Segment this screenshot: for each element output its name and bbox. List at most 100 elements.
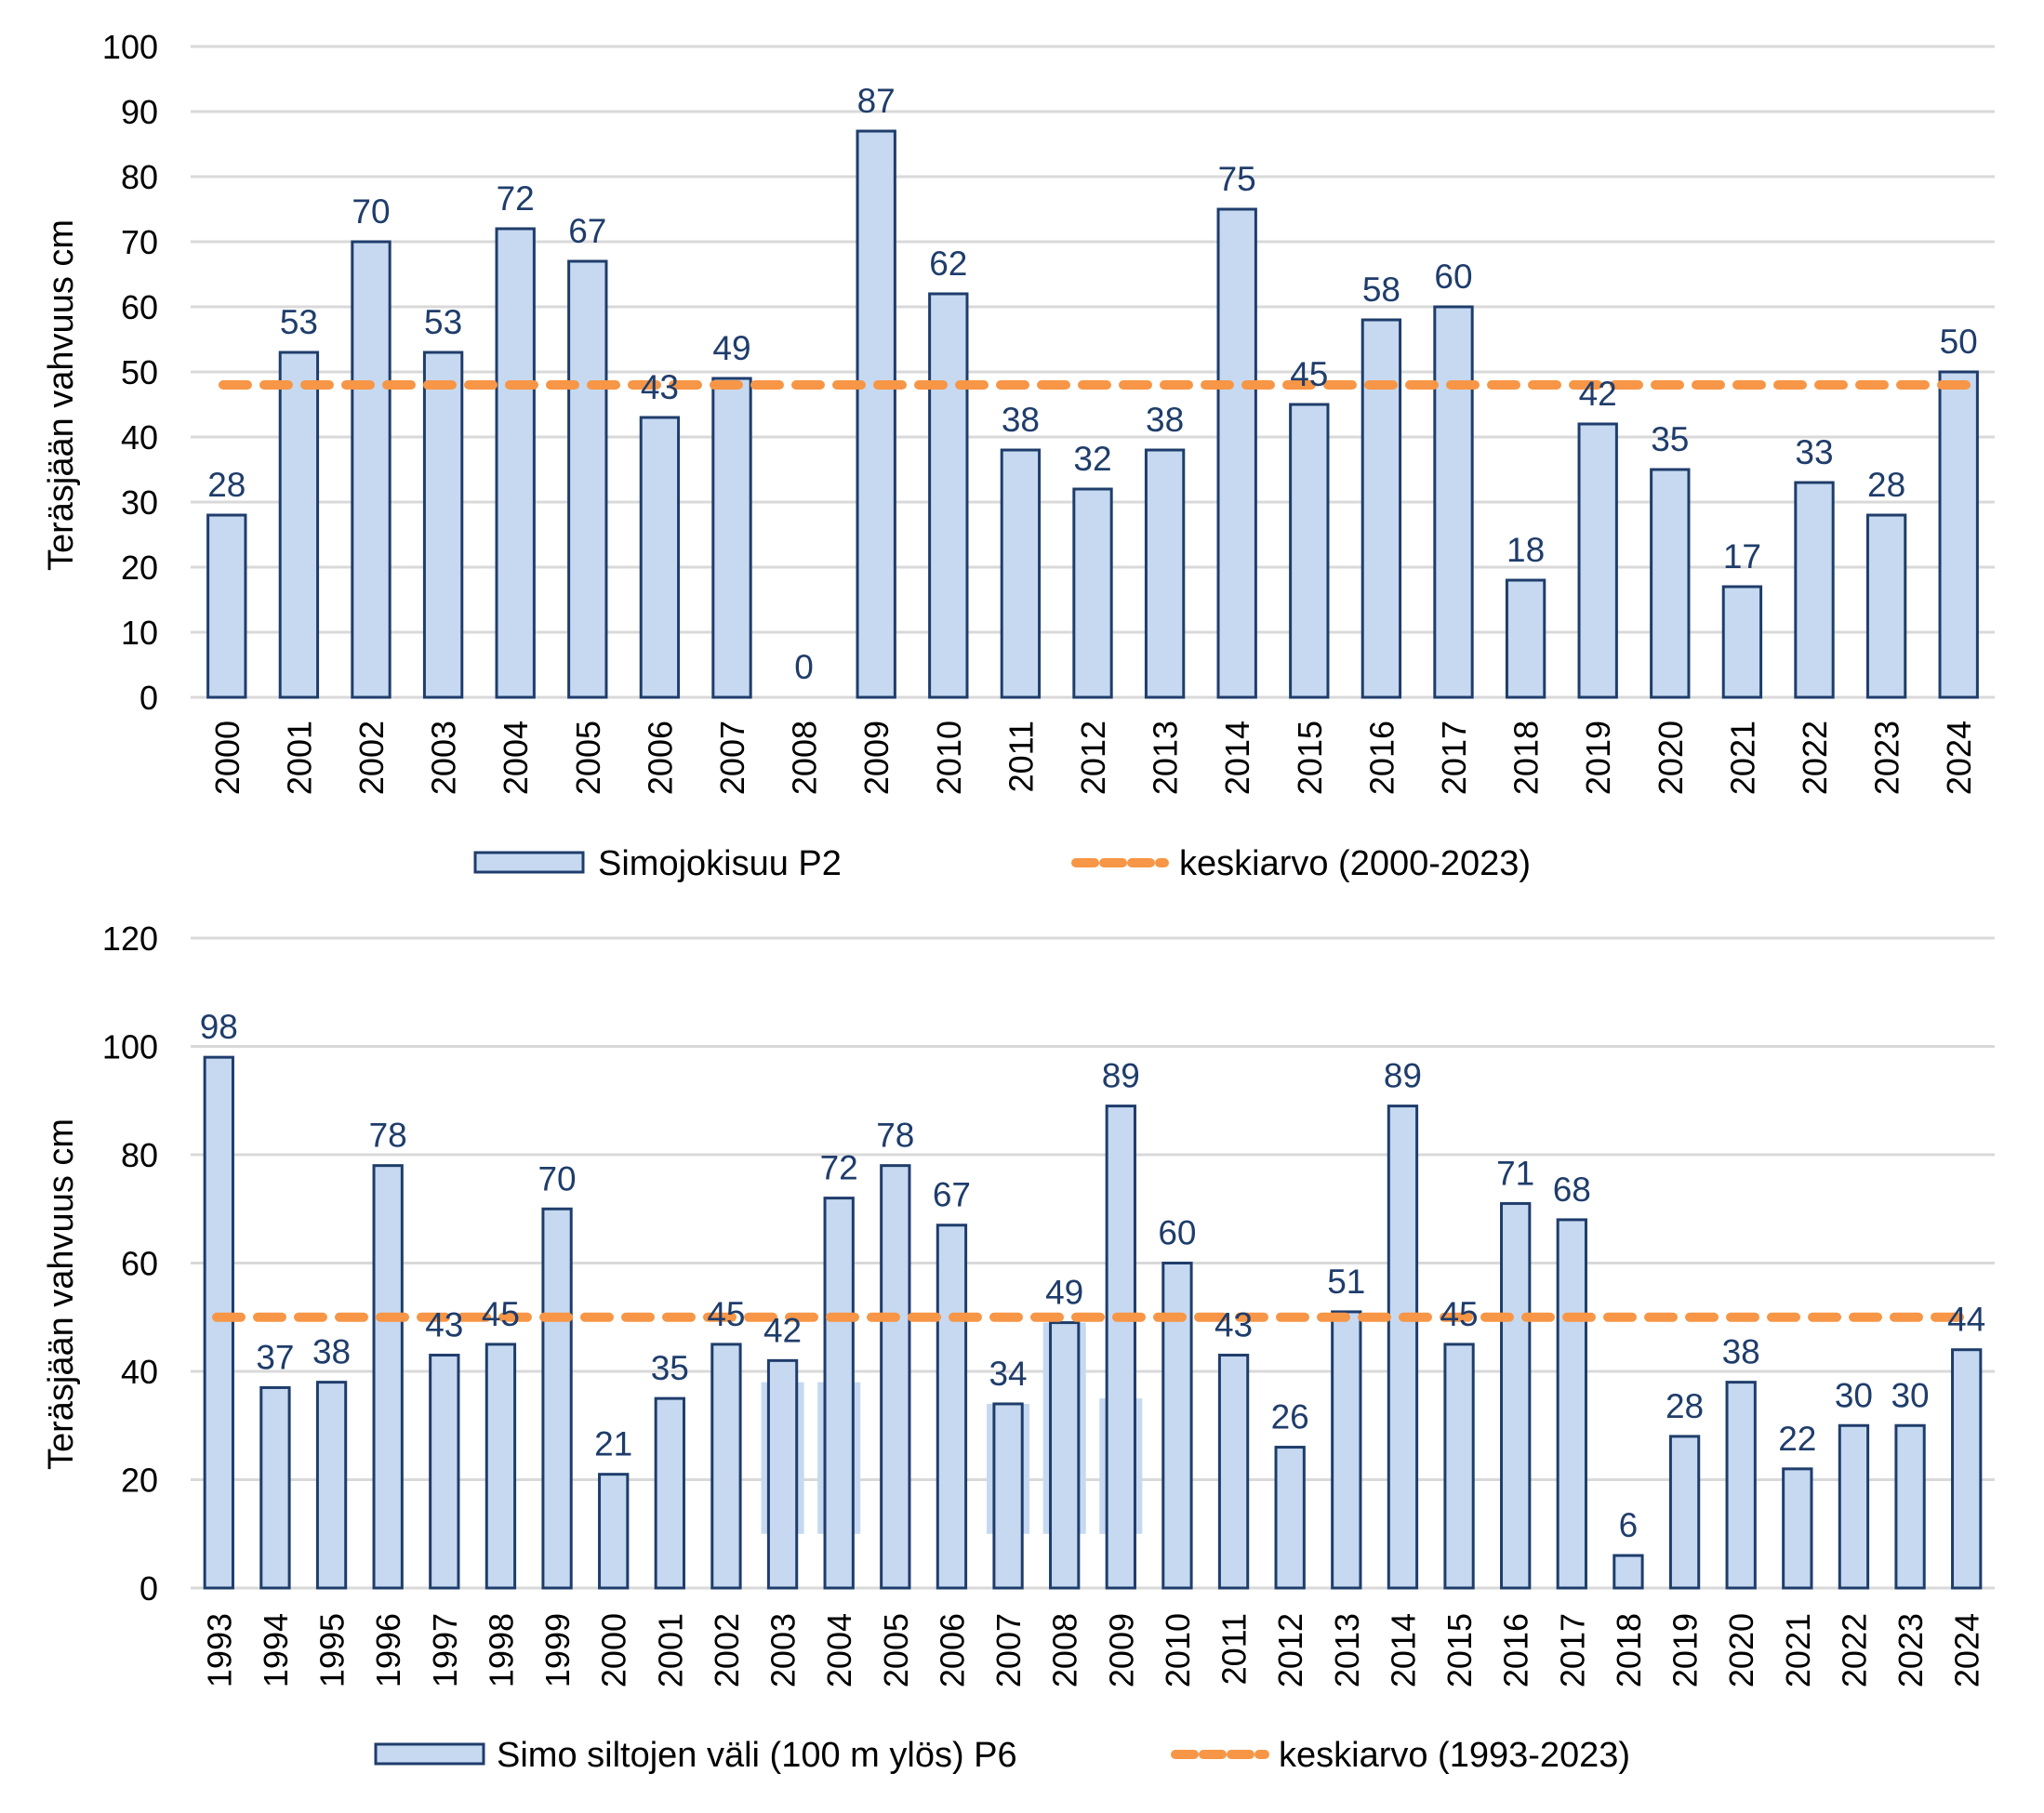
data-label-2018: 6 [1619, 1506, 1639, 1544]
x-tick-label: 2005 [569, 721, 607, 795]
data-label-2005: 67 [568, 212, 606, 250]
x-tick-label: 2009 [1102, 1613, 1140, 1687]
legend: Simojokisuu P2 keskiarvo (2000-2023) [473, 844, 1531, 883]
data-label-1999: 70 [538, 1159, 576, 1198]
bar-2009 [1105, 1105, 1136, 1590]
bar-2019 [1668, 1435, 1701, 1590]
y-tick-label: 30 [121, 483, 158, 522]
y-axis-ticks: 0 10 20 30 40 50 60 70 80 90 100 [102, 28, 158, 717]
data-label-2015: 45 [1440, 1295, 1478, 1333]
data-label-2002: 45 [707, 1295, 745, 1333]
data-label-2012: 32 [1073, 440, 1111, 478]
x-tick-label: 2008 [786, 721, 824, 795]
bar-2024 [1938, 370, 1979, 699]
bar-2003 [422, 351, 464, 699]
x-tick-label: 2019 [1579, 721, 1617, 795]
x-tick-label: 2018 [1610, 1613, 1648, 1687]
data-label-2004: 72 [497, 179, 535, 218]
bar-2019 [1577, 422, 1618, 699]
bar-2005 [567, 259, 608, 699]
bar-2000 [598, 1473, 630, 1590]
bars [203, 1055, 1983, 1590]
bar-1997 [429, 1354, 460, 1590]
bar-2016 [1360, 318, 1402, 699]
x-tick-label: 2011 [1215, 1613, 1254, 1685]
x-tick-label: 2020 [1652, 721, 1690, 795]
x-tick-label: 2015 [1291, 721, 1329, 795]
data-label-2011: 38 [1002, 401, 1040, 439]
data-label-2022: 33 [1795, 433, 1833, 471]
bar-2006 [936, 1224, 968, 1590]
bars [206, 129, 1979, 699]
data-label-2013: 38 [1146, 401, 1184, 439]
x-tick-label: 2014 [1218, 721, 1256, 795]
x-tick-label: 2016 [1497, 1613, 1535, 1687]
x-tick-label: 2020 [1722, 1613, 1760, 1687]
x-tick-label: 2021 [1723, 721, 1761, 795]
x-tick-label: 2018 [1507, 721, 1546, 795]
x-tick-label: 1994 [257, 1613, 295, 1687]
x-tick-label: 2001 [280, 721, 318, 795]
x-tick-label: 1996 [369, 1613, 407, 1687]
bar-1994 [259, 1385, 291, 1590]
data-label-2004: 72 [820, 1149, 858, 1187]
legend-swatch-bar [374, 1742, 485, 1766]
bar-2010 [928, 292, 969, 699]
legend-label-series: Simojokisuu P2 [598, 844, 842, 883]
x-axis-ticks: 2000 2001 2002 2003 2004 2005 2006 2007 2008 2009… [208, 721, 1978, 795]
x-tick-label: 2002 [708, 1613, 746, 1687]
data-label-2001: 35 [651, 1349, 689, 1387]
data-label-2021: 17 [1723, 537, 1761, 576]
x-tick-label: 2003 [764, 1613, 803, 1687]
data-label-1996: 78 [369, 1117, 407, 1155]
x-tick-label: 2010 [1159, 1613, 1197, 1687]
data-label-2006: 43 [641, 368, 679, 406]
data-label-2001: 53 [280, 303, 318, 341]
x-tick-label: 2014 [1384, 1613, 1422, 1687]
data-label-2005: 78 [876, 1117, 914, 1155]
x-tick-label: 2003 [425, 721, 463, 795]
legend-label-average: keskiarvo (2000-2023) [1179, 844, 1531, 883]
x-tick-label: 2023 [1868, 721, 1906, 795]
x-tick-label: 2017 [1435, 721, 1473, 795]
bar-2021 [1782, 1467, 1813, 1590]
x-tick-label: 2008 [1046, 1613, 1084, 1687]
bar-2004 [495, 227, 536, 699]
y-tick-label: 60 [121, 288, 158, 326]
data-label-2000: 21 [594, 1425, 632, 1463]
legend-label-average: keskiarvo (1993-2023) [1279, 1736, 1630, 1775]
bar-2017 [1433, 305, 1474, 699]
y-tick-label: 90 [121, 93, 158, 131]
x-tick-label: 2009 [857, 721, 896, 795]
data-label-2012: 26 [1271, 1398, 1309, 1436]
x-tick-label: 2004 [497, 721, 535, 795]
bar-2015 [1443, 1343, 1475, 1590]
bar-2007 [711, 377, 752, 699]
y-tick-label: 20 [121, 1462, 158, 1500]
x-tick-label: 1995 [313, 1613, 352, 1687]
bar-1995 [315, 1381, 348, 1590]
bar-2013 [1331, 1310, 1362, 1590]
data-label-2019: 28 [1666, 1387, 1704, 1425]
bar-2023 [1865, 513, 1907, 699]
bar-2012 [1274, 1446, 1306, 1590]
x-tick-label: 2017 [1553, 1613, 1591, 1687]
data-label-2002: 70 [352, 192, 390, 231]
bar-1996 [372, 1164, 404, 1590]
data-label-2022: 30 [1835, 1376, 1873, 1414]
y-tick-label: 80 [121, 1136, 158, 1174]
x-tick-label: 2012 [1271, 1613, 1309, 1687]
bar-1999 [541, 1207, 573, 1590]
chart-simojokisuu-p2: 0 10 20 30 40 50 60 70 80 90 100 Teräsjään vahvuus… [42, 28, 1995, 883]
data-label-1997: 43 [425, 1306, 463, 1344]
y-tick-label: 0 [139, 679, 158, 717]
x-tick-label: 2012 [1074, 721, 1112, 795]
data-label-2000: 28 [207, 466, 246, 504]
data-label-1998: 45 [482, 1295, 520, 1333]
data-label-2018: 18 [1506, 531, 1545, 569]
bar-2022 [1794, 481, 1835, 699]
bar-2008 [1049, 1321, 1081, 1590]
y-tick-label: 0 [139, 1569, 158, 1608]
bar-2023 [1894, 1423, 1926, 1590]
